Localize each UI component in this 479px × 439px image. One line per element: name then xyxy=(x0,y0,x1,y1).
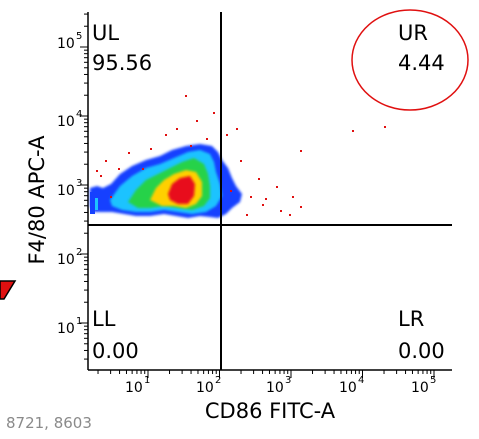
y-tick-label-1e5: 10 5 xyxy=(57,31,82,52)
y-tick-base-1e3: 10 xyxy=(57,183,75,199)
event-dot xyxy=(240,160,242,162)
event-dot xyxy=(226,134,228,136)
y-tick-marks xyxy=(80,13,88,360)
event-dot xyxy=(384,126,386,128)
quadrant-ll-name: LL xyxy=(92,307,116,331)
event-dot xyxy=(105,160,107,162)
event-dot xyxy=(300,150,302,152)
density-plot xyxy=(90,95,386,218)
y-tick-base-1e2: 10 xyxy=(57,252,75,268)
x-tick-base-1e3: 10 xyxy=(266,380,284,396)
x-tick-label-1e3: 10 3 xyxy=(266,375,291,396)
x-tick-base-1e1: 10 xyxy=(125,380,143,396)
x-axis-label: CD86 FITC-A xyxy=(205,399,336,423)
event-dot xyxy=(150,148,152,150)
density-high xyxy=(168,176,195,204)
y-tick-label-1e2: 10 2 xyxy=(57,247,82,268)
y-tick-exp-1e1: 1 xyxy=(76,316,82,327)
event-dot xyxy=(265,198,267,200)
x-tick-label-1e4: 10 4 xyxy=(339,375,364,396)
y-tick-label-1e1: 10 1 xyxy=(57,316,82,337)
x-tick-base-1e2: 10 xyxy=(196,380,214,396)
quadrant-ur-value: 4.44 xyxy=(398,51,445,75)
x-tick-exp-1e1: 1 xyxy=(144,375,150,386)
event-dot xyxy=(185,95,187,97)
sparse-events xyxy=(96,95,386,216)
event-dot xyxy=(100,175,102,177)
event-dot xyxy=(142,168,144,170)
event-dot xyxy=(230,190,232,192)
cursor-coordinates: 8721, 8603 xyxy=(6,414,92,432)
y-axis-label: F4/80 APC-A xyxy=(25,135,49,265)
x-tick-exp-1e5: 5 xyxy=(430,375,436,386)
x-tick-base-1e4: 10 xyxy=(339,380,357,396)
y-tick-label-1e3: 10 3 xyxy=(57,178,82,199)
y-tick-exp-1e4: 4 xyxy=(76,109,82,120)
x-tick-label-1e5: 10 5 xyxy=(411,375,436,396)
event-dot xyxy=(300,206,302,208)
event-dot xyxy=(196,120,198,122)
quadrant-ur-name: UR xyxy=(398,21,428,45)
event-dot xyxy=(352,130,354,132)
x-tick-exp-1e2: 2 xyxy=(215,375,221,386)
event-dot xyxy=(213,112,215,114)
event-dot xyxy=(292,196,294,198)
event-dot xyxy=(190,145,192,147)
event-dot xyxy=(262,204,264,206)
event-dot xyxy=(165,134,167,136)
y-tick-label-1e4: 10 4 xyxy=(57,109,82,130)
red-arrow-icon xyxy=(0,280,17,300)
x-tick-base-1e5: 10 xyxy=(411,380,429,396)
event-dot xyxy=(250,196,252,198)
density-edge-left xyxy=(90,192,95,214)
y-tick-base-1e1: 10 xyxy=(57,321,75,337)
highlight-circle xyxy=(351,9,469,111)
quadrant-ll-value: 0.00 xyxy=(92,339,139,363)
event-dot xyxy=(280,210,282,212)
x-tick-marks xyxy=(97,370,435,378)
y-tick-exp-1e5: 5 xyxy=(76,31,82,42)
quadrant-ul-name: UL xyxy=(92,21,119,45)
event-dot xyxy=(118,168,120,170)
event-dot xyxy=(96,170,98,172)
y-tick-base-1e4: 10 xyxy=(57,114,75,130)
event-dot xyxy=(176,128,178,130)
event-dot xyxy=(206,138,208,140)
y-tick-exp-1e2: 2 xyxy=(76,247,82,258)
event-dot xyxy=(289,214,291,216)
x-tick-exp-1e4: 4 xyxy=(358,375,364,386)
quadrant-lr-name: LR xyxy=(398,307,424,331)
x-tick-exp-1e3: 3 xyxy=(285,375,291,386)
y-tick-exp-1e3: 3 xyxy=(76,178,82,189)
event-dot xyxy=(128,152,130,154)
x-tick-label-1e1: 10 1 xyxy=(125,375,150,396)
quadrant-ul-value: 95.56 xyxy=(92,51,152,75)
quadrant-lr-value: 0.00 xyxy=(398,339,445,363)
event-dot xyxy=(110,196,112,198)
event-dot xyxy=(258,178,260,180)
density-edge-left-inner xyxy=(95,198,98,210)
x-tick-label-1e2: 10 2 xyxy=(196,375,221,396)
event-dot xyxy=(246,214,248,216)
y-tick-base-1e5: 10 xyxy=(57,36,75,52)
event-dot xyxy=(276,186,278,188)
event-dot xyxy=(236,128,238,130)
